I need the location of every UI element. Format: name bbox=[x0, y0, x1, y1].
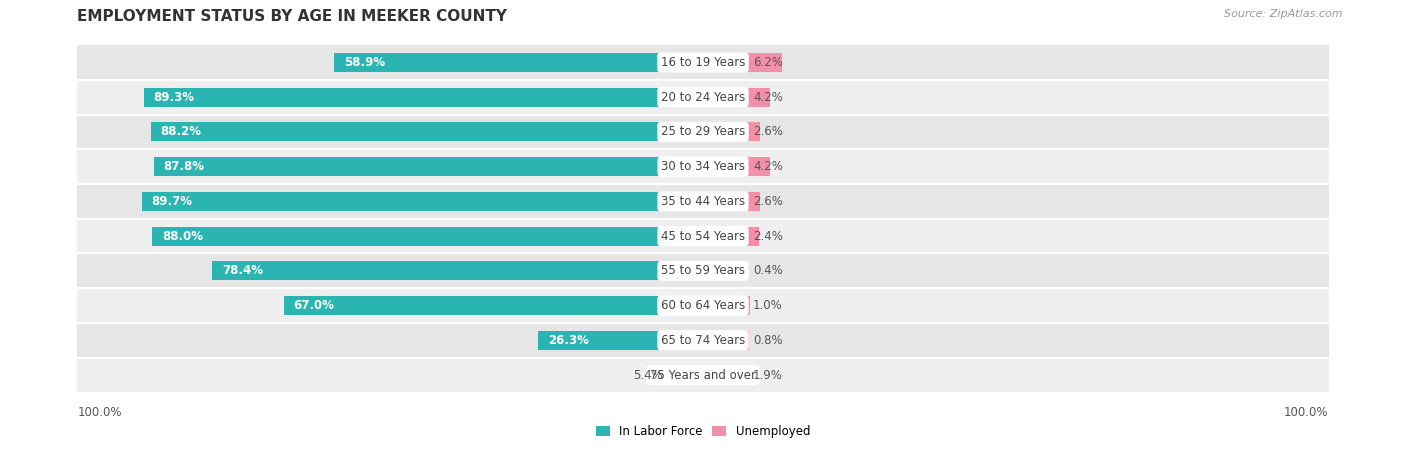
Text: 2.4%: 2.4% bbox=[754, 230, 783, 243]
Text: 2.6%: 2.6% bbox=[754, 125, 783, 138]
Text: 78.4%: 78.4% bbox=[222, 264, 263, 277]
Text: 4.2%: 4.2% bbox=[754, 160, 783, 173]
Bar bbox=[77, 288, 1329, 323]
Text: 4.2%: 4.2% bbox=[754, 91, 783, 104]
Text: 6.2%: 6.2% bbox=[754, 56, 783, 69]
Bar bbox=[744, 365, 755, 385]
Bar bbox=[335, 53, 662, 72]
Text: 100.0%: 100.0% bbox=[1284, 406, 1329, 419]
Bar bbox=[744, 296, 749, 315]
Bar bbox=[744, 192, 759, 211]
Text: 60 to 64 Years: 60 to 64 Years bbox=[661, 299, 745, 312]
Text: 88.2%: 88.2% bbox=[160, 125, 201, 138]
Bar bbox=[744, 87, 770, 107]
Bar bbox=[744, 157, 770, 176]
Text: 58.9%: 58.9% bbox=[344, 56, 385, 69]
Bar bbox=[744, 331, 748, 350]
Text: 35 to 44 Years: 35 to 44 Years bbox=[661, 195, 745, 208]
Bar bbox=[153, 157, 662, 176]
Text: 20 to 24 Years: 20 to 24 Years bbox=[661, 91, 745, 104]
Text: 1.0%: 1.0% bbox=[754, 299, 783, 312]
Text: 88.0%: 88.0% bbox=[162, 230, 202, 243]
Text: 5.4%: 5.4% bbox=[633, 368, 664, 382]
Bar bbox=[77, 184, 1329, 219]
Text: 0.8%: 0.8% bbox=[754, 334, 783, 347]
Bar bbox=[744, 226, 759, 246]
Text: 100.0%: 100.0% bbox=[77, 406, 122, 419]
Text: 1.9%: 1.9% bbox=[754, 368, 783, 382]
Bar bbox=[152, 122, 662, 142]
Bar bbox=[77, 219, 1329, 253]
Text: 89.3%: 89.3% bbox=[153, 91, 194, 104]
Bar bbox=[77, 45, 1329, 80]
Bar bbox=[212, 261, 662, 281]
Text: 89.7%: 89.7% bbox=[152, 195, 193, 208]
Bar bbox=[284, 296, 662, 315]
Bar bbox=[744, 261, 747, 281]
Text: 45 to 54 Years: 45 to 54 Years bbox=[661, 230, 745, 243]
Bar bbox=[77, 80, 1329, 115]
Text: 67.0%: 67.0% bbox=[294, 299, 335, 312]
Bar bbox=[152, 226, 662, 246]
Text: 87.8%: 87.8% bbox=[163, 160, 204, 173]
Text: 25 to 29 Years: 25 to 29 Years bbox=[661, 125, 745, 138]
Bar bbox=[77, 115, 1329, 149]
Text: 55 to 59 Years: 55 to 59 Years bbox=[661, 264, 745, 277]
Bar bbox=[538, 331, 662, 350]
Bar bbox=[77, 149, 1329, 184]
Bar bbox=[145, 87, 662, 107]
Text: 16 to 19 Years: 16 to 19 Years bbox=[661, 56, 745, 69]
Text: 65 to 74 Years: 65 to 74 Years bbox=[661, 334, 745, 347]
Text: Source: ZipAtlas.com: Source: ZipAtlas.com bbox=[1225, 9, 1343, 19]
Legend: In Labor Force, Unemployed: In Labor Force, Unemployed bbox=[591, 420, 815, 443]
Text: 75 Years and over: 75 Years and over bbox=[650, 368, 756, 382]
Bar bbox=[744, 53, 783, 72]
Text: 0.4%: 0.4% bbox=[754, 264, 783, 277]
Text: 26.3%: 26.3% bbox=[548, 334, 589, 347]
Bar bbox=[77, 358, 1329, 392]
Bar bbox=[744, 122, 759, 142]
Bar bbox=[142, 192, 662, 211]
Text: 30 to 34 Years: 30 to 34 Years bbox=[661, 160, 745, 173]
Bar bbox=[77, 253, 1329, 288]
Text: 2.6%: 2.6% bbox=[754, 195, 783, 208]
Bar bbox=[77, 323, 1329, 358]
Text: EMPLOYMENT STATUS BY AGE IN MEEKER COUNTY: EMPLOYMENT STATUS BY AGE IN MEEKER COUNT… bbox=[77, 9, 508, 24]
